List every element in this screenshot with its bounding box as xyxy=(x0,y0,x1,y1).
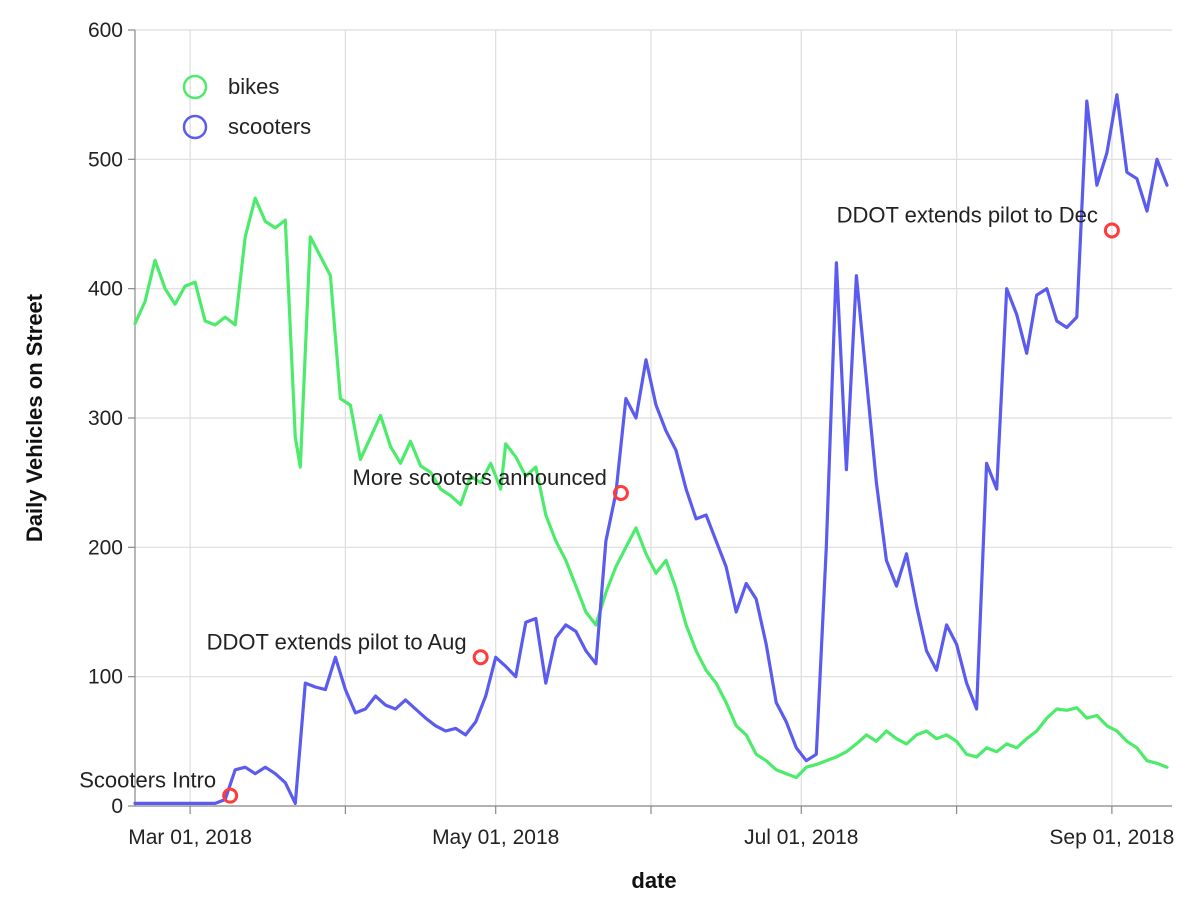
x-tick-label: Mar 01, 2018 xyxy=(128,826,252,849)
series-line-bikes xyxy=(133,196,1169,780)
series-lines xyxy=(133,93,1169,805)
legend-symbol-bikes xyxy=(182,74,208,100)
annotation-marker xyxy=(222,787,239,804)
x-tick-label: May 01, 2018 xyxy=(432,826,559,849)
annotation-marker xyxy=(472,649,489,666)
y-tick-label: 0 xyxy=(111,795,123,818)
legend: bikes scooters xyxy=(182,74,311,140)
annotation-label: More scooters announced xyxy=(353,465,607,490)
axes: 0 100 200 300 400 500 600 Mar 01, 2018 May 01, 2… xyxy=(88,19,1174,849)
legend-label-bikes: bikes xyxy=(228,74,279,99)
legend-label-scooters: scooters xyxy=(228,114,311,139)
annotation-label: DDOT extends pilot to Aug xyxy=(207,629,467,654)
y-axis-title: Daily Vehicles on Street xyxy=(22,293,47,542)
annotation-label: DDOT extends pilot to Dec xyxy=(837,202,1098,227)
x-tick-label: Sep 01, 2018 xyxy=(1049,826,1174,849)
annotation-marker xyxy=(1103,222,1120,239)
y-tick-label: 600 xyxy=(88,19,123,42)
series-line-scooters xyxy=(133,93,1169,805)
grid-lines xyxy=(135,29,1172,807)
annotation-label: Scooters Intro xyxy=(79,768,216,793)
y-tick-label: 400 xyxy=(88,278,123,301)
y-tick-label: 200 xyxy=(88,536,123,559)
x-tick-label: Jul 01, 2018 xyxy=(744,826,858,849)
annotation-marker xyxy=(612,485,629,502)
annotations: Scooters Intro DDOT extends pilot to Aug M… xyxy=(79,202,1120,804)
y-tick-label: 300 xyxy=(88,407,123,430)
y-tick-label: 500 xyxy=(88,148,123,171)
y-tick-label: 100 xyxy=(88,666,123,689)
x-axis-title: date xyxy=(631,868,676,893)
legend-symbol-scooters xyxy=(182,114,208,140)
